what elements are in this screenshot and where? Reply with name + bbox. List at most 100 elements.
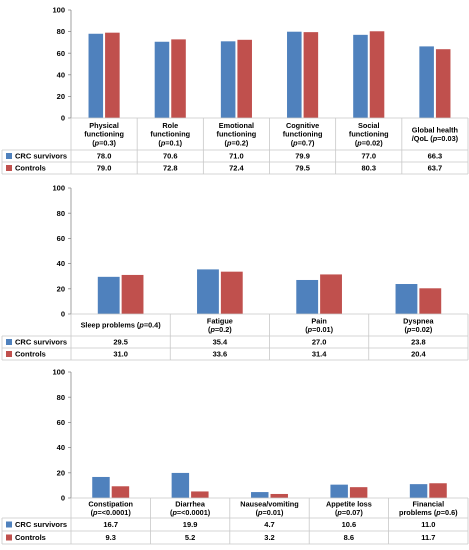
value-label: 11.7	[421, 533, 435, 542]
value-label: 20.4	[411, 350, 426, 359]
bar-controls	[191, 491, 209, 498]
category-label: functioning	[84, 130, 124, 139]
category-label: functioning	[217, 130, 257, 139]
bar-controls	[435, 49, 451, 119]
bar-crc-survivors	[92, 476, 110, 498]
category-label: Fatigue	[207, 316, 233, 325]
value-label: 16.7	[103, 520, 118, 529]
bar-crc-survivors	[330, 484, 348, 498]
legend-label: CRC survivors	[15, 338, 67, 347]
legend-label: Controls	[15, 533, 46, 542]
y-tick-label: 80	[57, 209, 65, 218]
bar-controls	[237, 39, 252, 118]
category-label: Nausea/vomiting	[240, 499, 298, 508]
category-label: (p=0.2)	[225, 138, 249, 147]
category-label: Global health	[412, 125, 458, 134]
value-label: 10.6	[342, 520, 357, 529]
bar-crc-survivors	[395, 284, 418, 314]
category-label: (p=0.3)	[92, 138, 116, 147]
chart-2: 0 20 40 60 80 100 Sleep problems (p=0.4) Fatigu…	[1, 184, 469, 361]
y-tick-label: 100	[52, 6, 65, 15]
bar-crc-survivors	[88, 33, 104, 119]
category-label: Pain	[311, 316, 326, 325]
value-label: 80.3	[361, 164, 376, 173]
bar-controls	[270, 493, 288, 498]
category-label: Physical	[89, 121, 119, 130]
category-label: Constipation	[88, 499, 133, 508]
value-label: 9.3	[105, 533, 115, 542]
category-label: (p=<0.0001)	[91, 508, 132, 517]
value-label: 35.4	[213, 338, 228, 347]
legend-swatch	[6, 339, 12, 345]
legend-label: Controls	[15, 164, 46, 173]
bar-controls	[369, 31, 385, 118]
category-label: (p=0.1)	[158, 138, 182, 147]
value-label: 31.0	[113, 350, 128, 359]
value-label: 72.8	[163, 164, 178, 173]
value-label: 71.0	[229, 152, 244, 161]
category-label: (p=0.7)	[291, 138, 315, 147]
category-label: Dyspnea	[403, 316, 434, 325]
bar-crc-survivors	[251, 492, 269, 498]
value-label: 66.3	[428, 152, 443, 161]
y-tick-label: 60	[57, 234, 65, 243]
legend-swatch	[6, 521, 12, 528]
y-tick-label: 100	[52, 184, 65, 193]
category-label: /QoL (p=0.03)	[412, 134, 459, 143]
chart-3: 020406080100Constipation(p=<0.0001)Diarr…	[1, 368, 469, 545]
legend-label: CRC survivors	[15, 520, 67, 529]
value-label: 33.6	[213, 350, 228, 359]
category-label: functioning	[283, 130, 323, 139]
category-label: (p=0.07)	[335, 508, 363, 517]
value-label: 31.4	[312, 350, 327, 359]
value-label: 79.0	[97, 164, 112, 173]
category-label: Diarrhea	[175, 499, 206, 508]
category-label: Sleep problems (p=0.4)	[81, 321, 162, 330]
y-tick-label: 40	[57, 70, 65, 79]
bar-crc-survivors	[197, 269, 219, 314]
bar-crc-survivors	[419, 46, 434, 119]
value-label: 27.0	[312, 338, 327, 347]
bar-controls	[349, 487, 368, 498]
category-label: (p=<0.0001)	[170, 508, 211, 517]
value-label: 4.7	[264, 520, 274, 529]
y-tick-label: 80	[57, 393, 65, 402]
value-label: 72.4	[229, 164, 244, 173]
y-tick-label: 100	[52, 368, 65, 377]
category-label: problems (p=0.6)	[399, 508, 458, 517]
bar-crc-survivors	[97, 276, 120, 314]
legend-label: CRC survivors	[15, 152, 67, 161]
chart-1: 020406080100Physicalfunctioning(p=0.3)Ro…	[1, 6, 469, 175]
bar-crc-survivors	[296, 279, 319, 314]
legend-swatch	[6, 534, 12, 541]
category-label: Social	[358, 121, 380, 130]
y-tick-label: 40	[57, 259, 65, 268]
value-label: 5.2	[185, 533, 195, 542]
category-label: (p=0.02)	[355, 138, 383, 147]
bar-controls	[121, 274, 144, 314]
bar-controls	[105, 32, 120, 118]
bar-controls	[220, 271, 243, 314]
category-label: Role	[162, 121, 178, 130]
category-label: (p=0.02)	[404, 325, 432, 334]
value-label: 79.5	[295, 164, 310, 173]
legend-label: Controls	[15, 350, 46, 359]
bar-crc-survivors	[171, 472, 190, 498]
bar-controls	[320, 274, 342, 314]
legend-swatch	[6, 153, 12, 159]
y-tick-label: 20	[57, 92, 65, 101]
y-tick-label: 40	[57, 443, 65, 452]
category-label: Cognitive	[286, 121, 319, 130]
bar-controls	[171, 39, 186, 118]
value-label: 19.9	[183, 520, 198, 529]
bar-crc-survivors	[353, 34, 368, 119]
bar-crc-survivors	[287, 31, 302, 118]
value-label: 8.6	[344, 533, 354, 542]
bar-crc-survivors	[220, 41, 236, 118]
value-label: 78.0	[97, 152, 112, 161]
bar-controls	[111, 486, 130, 498]
y-tick-label: 80	[57, 27, 65, 36]
category-label: Emotional	[219, 121, 254, 130]
bar-crc-survivors	[409, 484, 428, 498]
